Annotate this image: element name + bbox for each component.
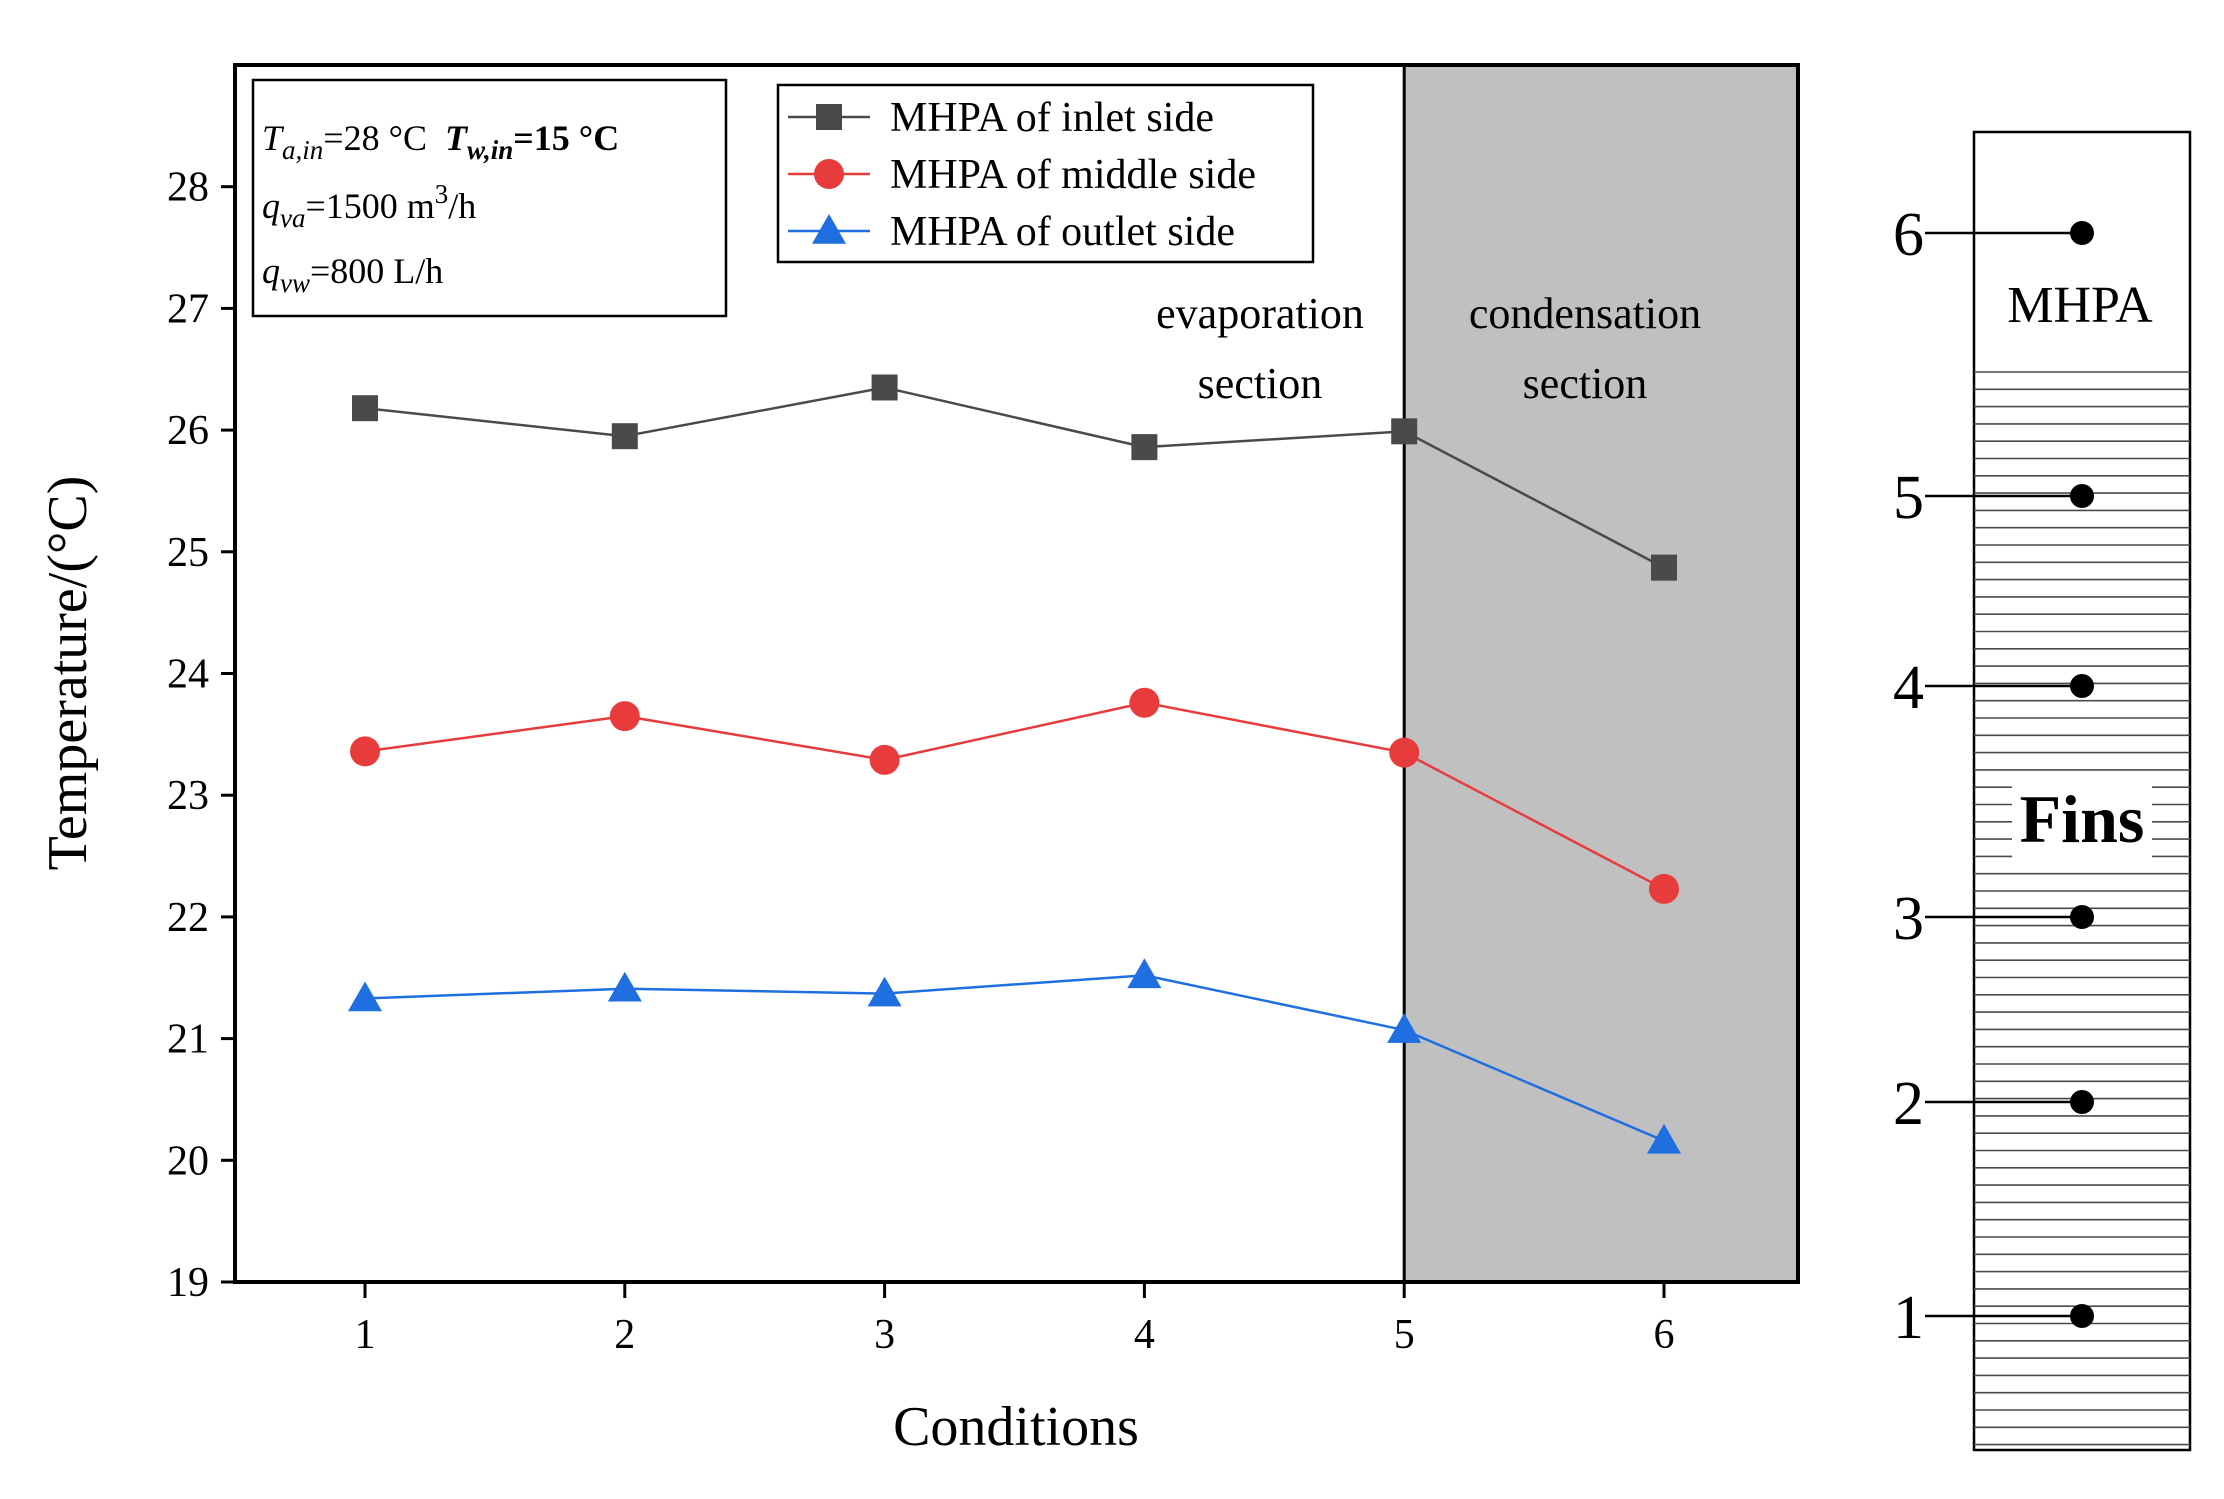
series-layer (348, 374, 1681, 1154)
legend: MHPA of inlet side MHPA of middle side MHP… (776, 83, 1315, 264)
x-tick-label: 3 (874, 1312, 895, 1358)
fins-label-background (2012, 783, 2152, 859)
x-tick-label: 5 (1394, 1312, 1415, 1358)
point-label: 6 (1893, 201, 1924, 269)
point-label: 5 (1893, 464, 1924, 532)
sensor-point (2070, 1090, 2094, 1114)
series-2 (350, 687, 1679, 904)
data-point (1389, 737, 1420, 768)
x-tick-label: 1 (355, 1312, 376, 1358)
series-line (364, 974, 1665, 1142)
y-tick-label: 20 (167, 1138, 209, 1184)
data-point (869, 744, 900, 775)
legend-marker (812, 214, 846, 244)
point-label: 2 (1893, 1070, 1924, 1138)
y-tick-label: 22 (167, 895, 209, 941)
sensor-point (2070, 1304, 2094, 1328)
evaporation-label-line2: section (1198, 359, 1323, 408)
x-tick-label: 6 (1654, 1312, 1675, 1358)
sensor-point (2070, 221, 2094, 245)
data-point (871, 374, 898, 401)
point-label: 1 (1893, 1284, 1924, 1352)
data-point (1129, 687, 1160, 718)
mhpa-diagram: Fins MHPA 6 5 4 3 2 1 (1893, 130, 2192, 1452)
point-label: 3 (1893, 885, 1924, 953)
point-label: 4 (1893, 654, 1924, 722)
condensation-label-line1: condensation (1469, 289, 1701, 338)
data-point (867, 976, 902, 1007)
condensation-label-line2: section (1523, 359, 1648, 408)
legend-marker (816, 104, 842, 130)
info-box: Ta,in=28 °C Tw,in=15 °C qva=1500 m3/h qvw… (251, 78, 728, 318)
y-tick-label: 23 (167, 773, 209, 819)
series-line (364, 701, 1665, 891)
data-point (611, 423, 638, 450)
condensation-region (1404, 65, 1798, 1282)
legend-label: MHPA of middle side (890, 152, 1256, 198)
sensor-point (2070, 484, 2094, 508)
data-point (352, 395, 378, 422)
sensor-point (2070, 674, 2094, 698)
x-axis-label: Conditions (893, 1396, 1139, 1458)
data-point (607, 971, 642, 1002)
series-3 (348, 958, 1681, 1154)
data-point (1391, 418, 1418, 445)
data-point (1131, 434, 1158, 461)
legend-marker (814, 159, 844, 189)
data-point (609, 701, 640, 732)
data-point (1387, 1013, 1422, 1043)
series-1 (352, 374, 1677, 581)
data-point (1127, 958, 1162, 989)
data-point (350, 736, 380, 767)
legend-label: MHPA of inlet side (890, 95, 1214, 141)
legend-label: MHPA of outlet side (890, 209, 1235, 255)
x-tick-label: 2 (614, 1312, 635, 1358)
x-tick-label: 4 (1134, 1312, 1155, 1358)
y-axis-label: Temperature/(°C) (37, 476, 99, 871)
evaporation-label-line1: evaporation (1156, 289, 1364, 338)
data-point (1651, 554, 1677, 581)
y-tick-label: 26 (167, 408, 209, 454)
data-point (1647, 1123, 1681, 1154)
series-line (364, 386, 1665, 569)
y-tick-label: 24 (167, 652, 209, 698)
data-point (348, 981, 382, 1012)
y-tick-label: 27 (167, 286, 209, 332)
mhpa-label: MHPA (2007, 277, 2153, 334)
y-tick-label: 28 (167, 165, 209, 211)
info-line-2: qva=1500 m3/h (262, 179, 476, 233)
y-tick-label: 25 (167, 530, 209, 576)
y-tick-label: 21 (167, 1017, 209, 1063)
fins-label: Fins (2020, 781, 2145, 857)
y-tick-label: 19 (167, 1260, 209, 1306)
points-layer: 6 5 4 3 2 1 (1893, 201, 2094, 1352)
info-line-1: Ta,in=28 °C Tw,in=15 °C (262, 118, 619, 165)
data-point (1649, 873, 1679, 904)
info-line-3: qvw=800 L/h (262, 251, 443, 298)
sensor-point (2070, 905, 2094, 929)
